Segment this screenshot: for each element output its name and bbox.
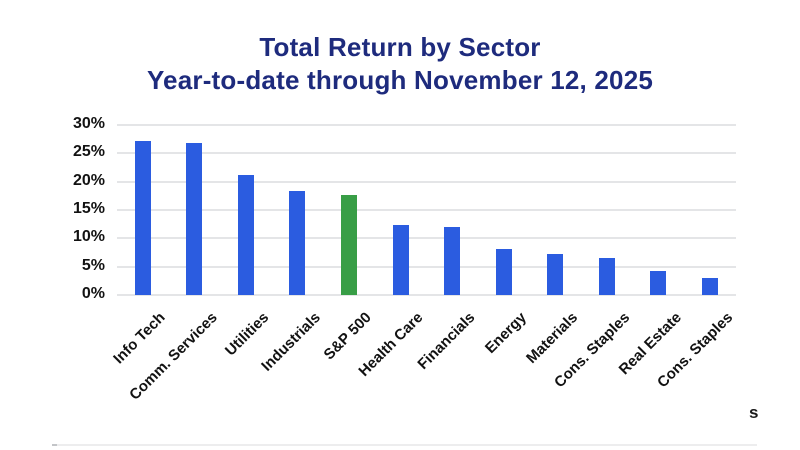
chart-subtitle: Year-to-date through November 12, 2025	[146, 65, 654, 95]
bar-health-care	[392, 225, 409, 295]
gridline-20	[117, 180, 736, 183]
bar-industrials	[289, 190, 306, 295]
y-axis-tick-20: 20%	[72, 171, 105, 189]
divider-tick	[52, 444, 57, 446]
bar-info-tech	[134, 140, 151, 295]
bar-financials	[444, 227, 461, 295]
bar-cons-staples-2	[701, 278, 718, 295]
x-axis: Info Tech Comm. Services Utilities Industri…	[110, 295, 736, 445]
y-axis-tick-0: 0%	[81, 285, 105, 302]
x-axis-label-energy: Energy	[481, 309, 530, 357]
x-axis-label-comm-services: Comm. Services	[125, 309, 221, 404]
bar-cons-staples	[598, 257, 615, 295]
y-axis-tick-25: 25%	[72, 143, 105, 161]
gridline-25	[117, 152, 736, 155]
x-axis-label-utilities: Utilities	[221, 309, 272, 360]
y-axis-tick-10: 10%	[72, 228, 105, 246]
bottom-divider	[52, 444, 757, 446]
bar-materials	[547, 254, 564, 295]
y-axis: 0% 5% 10% 15% 20% 25% 30%	[0, 115, 105, 302]
bar-utilities	[237, 174, 254, 295]
bar-s-p-500	[340, 194, 357, 295]
gridline-5	[117, 265, 736, 268]
y-axis-tick-5: 5%	[81, 256, 105, 274]
chart-title-block: Total Return by Sector Year-to-date thro…	[0, 31, 800, 97]
y-axis-tick-15: 15%	[72, 200, 105, 217]
bar-energy	[495, 249, 512, 295]
bar-real-estate	[650, 271, 667, 295]
chart-title: Total Return by Sector	[259, 32, 541, 62]
gridline-15	[117, 209, 736, 211]
bar-comm-services	[186, 143, 203, 295]
y-axis-tick-30: 30%	[72, 115, 105, 132]
truncated-text-fragment: s	[749, 403, 759, 422]
gridline-0	[117, 294, 736, 296]
gridline-30	[117, 124, 736, 126]
gridline-10	[117, 237, 736, 240]
plot-area	[117, 124, 736, 296]
